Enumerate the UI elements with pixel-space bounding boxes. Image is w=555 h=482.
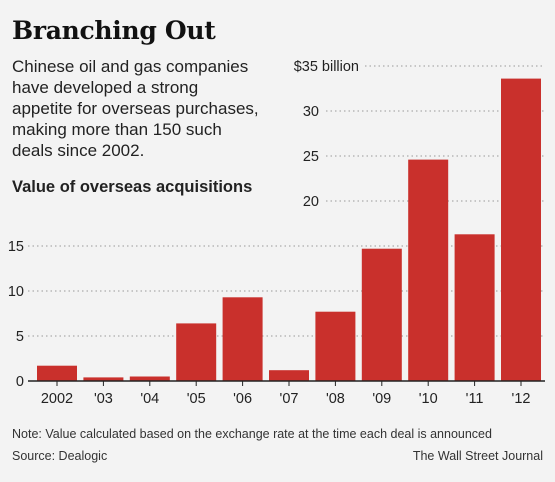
- publisher-credit: The Wall Street Journal: [412, 449, 543, 463]
- x-tick-label: 2002: [41, 391, 73, 407]
- bar: [222, 297, 263, 381]
- y-tick-label: 15: [8, 239, 24, 255]
- bar: [315, 311, 356, 381]
- bar: [501, 78, 541, 381]
- x-tick-label: '10: [419, 391, 438, 407]
- y-tick-label: 20: [303, 194, 319, 210]
- y-tick-label: 10: [8, 284, 24, 300]
- y-tick-label: 0: [16, 374, 24, 390]
- x-tick-label: '06: [233, 391, 252, 407]
- bar: [269, 370, 309, 381]
- x-tick-label: '09: [372, 391, 391, 407]
- x-tick-label: '07: [280, 391, 299, 407]
- bar: [129, 376, 170, 381]
- bar: [37, 365, 77, 381]
- x-tick-label: '11: [466, 391, 484, 407]
- chart-title: Branching Out: [12, 16, 216, 45]
- x-tick-label: '12: [512, 391, 531, 407]
- bar: [176, 323, 217, 381]
- x-tick-label: '08: [326, 391, 345, 407]
- source-credit: Source: Dealogic: [12, 449, 108, 463]
- footnote: Note: Value calculated based on the exch…: [12, 427, 492, 441]
- y-tick-label: $35 billion: [294, 59, 359, 75]
- chart-subtitle: Value of overseas acquisitions: [12, 178, 253, 196]
- x-tick-label: '04: [140, 391, 159, 407]
- bar: [361, 248, 402, 381]
- chart-description: Chinese oil and gas companies have devel…: [12, 57, 259, 160]
- x-tick-label: '05: [187, 391, 206, 407]
- bar: [83, 377, 124, 381]
- bar: [454, 234, 495, 381]
- y-tick-label: 30: [303, 104, 319, 120]
- y-tick-label: 25: [303, 149, 319, 165]
- bar: [408, 159, 449, 381]
- x-tick-label: '03: [94, 391, 113, 407]
- y-tick-label: 5: [16, 329, 24, 345]
